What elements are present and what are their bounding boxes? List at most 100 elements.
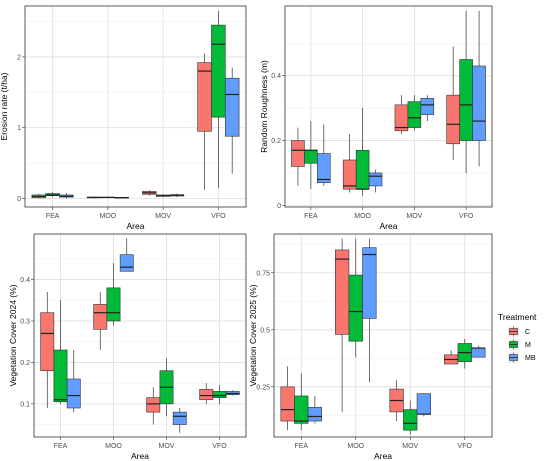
plot-background: [34, 234, 246, 437]
box-MB-MOO: [362, 238, 377, 383]
x-tick-label: MOV: [155, 213, 171, 220]
box-M-FEA: [304, 121, 318, 190]
box-body: [212, 391, 227, 398]
box-body: [280, 386, 295, 422]
x-tick-label: MOO: [100, 213, 117, 220]
y-axis-title: Erosion rate (t/ha): [0, 72, 9, 140]
box-C-VFO: [197, 53, 212, 191]
box-M-MOV: [159, 358, 174, 417]
y-tick-label: 0.5: [260, 327, 270, 334]
box-body: [40, 312, 55, 372]
legend: Treatment CM MB: [498, 312, 537, 363]
box-body: [146, 397, 161, 413]
box-body: [459, 59, 473, 141]
y-tick-label: 0.3: [20, 319, 30, 326]
y-axis-title: Vegetation Cover 2024 (%): [8, 284, 18, 386]
box-MB-FEA: [317, 124, 331, 186]
box-body: [119, 254, 134, 272]
y-tick-label: 2: [17, 54, 21, 61]
y-axis-title: Vegetation Cover 2025 (%): [248, 284, 258, 386]
box-MB-VFO: [472, 10, 486, 167]
x-tick-label: MOO: [105, 443, 122, 450]
x-tick-label: VFO: [458, 443, 473, 450]
panel-1: 0 1 2 FEA MOO MOV VFO Area Erosion rate (t/ha): [0, 5, 247, 231]
plot-background: [274, 234, 492, 437]
y-tick-label: 0.4: [271, 73, 281, 80]
box-MB-VFO: [471, 345, 486, 358]
x-tick-label: MOV: [402, 443, 418, 450]
box-body: [93, 304, 108, 330]
x-tick-label: FEA: [294, 443, 308, 450]
box-M-MOV: [407, 95, 422, 131]
box-MB-FEA: [307, 395, 322, 424]
legend-label: MB: [525, 355, 536, 362]
x-axis-title: Area: [380, 221, 398, 231]
box-M-VFO: [457, 338, 472, 369]
panel-border: [284, 5, 493, 208]
box-M-FEA: [53, 300, 68, 404]
x-tick-label: FEA: [46, 213, 60, 220]
panel-border: [33, 233, 247, 438]
box-MB-MOV: [416, 393, 431, 417]
y-tick-label: 1: [17, 125, 21, 132]
box-body: [472, 65, 486, 141]
box-body: [335, 249, 350, 335]
box-body: [362, 247, 377, 319]
panel-3: 0.1 0.2 0.3 0.4 FEA MOO MOV VFO Area Vegetation C…: [8, 233, 247, 461]
y-axis-title: Random Roughness (m): [259, 60, 269, 153]
box-body: [407, 101, 422, 128]
box-body: [403, 409, 418, 431]
box-C-FEA: [31, 193, 47, 199]
legend-label: C: [525, 329, 530, 336]
box-body: [53, 349, 68, 403]
box-body: [224, 77, 240, 137]
box-body: [199, 389, 214, 401]
box-C-MOV: [146, 387, 161, 425]
box-C-MOO: [335, 238, 350, 412]
x-tick-label: FEA: [304, 213, 318, 220]
box-M-MOO: [348, 238, 363, 358]
box-MB-VFO: [224, 67, 240, 174]
x-tick-label: FEA: [54, 443, 68, 450]
box-body: [197, 62, 212, 132]
panel-border: [273, 233, 493, 438]
y-tick-label: 0: [17, 196, 21, 203]
box-body: [172, 411, 187, 425]
y-tick-label: 0.2: [20, 360, 30, 367]
x-tick-label: VFO: [459, 213, 474, 220]
x-axis-title: Area: [131, 451, 149, 461]
x-axis-title: Area: [127, 221, 145, 231]
box-body: [416, 393, 431, 415]
box-MB-MOV: [420, 95, 435, 122]
legend-label: M: [525, 342, 531, 349]
box-MB-MOO: [119, 238, 134, 272]
x-tick-label: MOO: [354, 213, 371, 220]
box-M-VFO: [211, 10, 226, 188]
legend-item-C: C: [508, 326, 530, 337]
x-tick-label: MOV: [159, 443, 175, 450]
x-tick-label: VFO: [211, 213, 226, 220]
box-body: [304, 149, 318, 164]
y-tick-label: 0.4: [20, 277, 30, 284]
box-body: [291, 140, 305, 167]
y-tick-label: 0.2: [271, 138, 281, 145]
y-tick-label: 0.1: [20, 401, 30, 408]
box-M-MOO: [106, 263, 121, 326]
box-MB-MOV: [169, 193, 185, 198]
box-MB-FEA: [66, 350, 81, 413]
box-body: [446, 94, 460, 145]
box-C-VFO: [446, 46, 460, 160]
y-tick-label: 0: [277, 203, 281, 210]
box-MB-MOO: [368, 169, 383, 193]
box-body: [355, 149, 370, 190]
box-body: [317, 153, 331, 183]
y-tick-label: 0.25: [256, 384, 270, 391]
panel-2: 0 0.2 0.4 FEA MOO MOV VFO Area Random Roughness …: [259, 5, 493, 231]
panel-border: [24, 5, 247, 208]
box-C-FEA: [40, 292, 55, 408]
box-C-FEA: [291, 127, 305, 186]
x-tick-label: VFO: [212, 443, 227, 450]
box-body: [420, 98, 435, 115]
box-C-MOV: [389, 379, 404, 422]
